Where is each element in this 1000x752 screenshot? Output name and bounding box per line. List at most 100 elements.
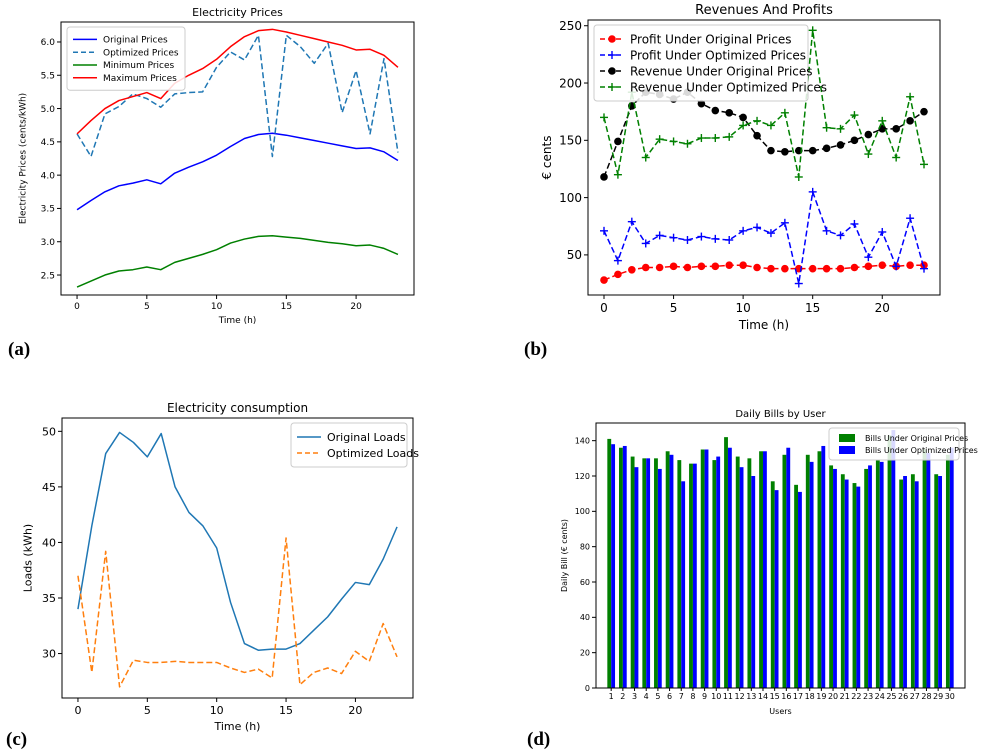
data-point <box>906 117 914 125</box>
data-point <box>683 139 692 148</box>
y-tick-label: 2.5 <box>41 271 55 281</box>
y-tick-label: 35 <box>42 592 56 605</box>
bar <box>879 461 884 688</box>
bar <box>657 468 662 688</box>
x-tick-label: 11 <box>723 692 733 701</box>
bar <box>611 444 616 688</box>
y-tick-label: 0 <box>585 684 590 693</box>
data-point <box>655 135 664 144</box>
data-point <box>766 229 775 238</box>
x-tick-label: 30 <box>945 692 955 701</box>
bar <box>914 481 919 688</box>
data-point <box>780 218 789 227</box>
y-tick-label: 120 <box>575 472 590 481</box>
x-tick-label: 25 <box>886 692 896 701</box>
x-tick-label: 24 <box>875 692 885 701</box>
data-point <box>836 124 845 133</box>
y-tick-label: 5.5 <box>41 72 55 82</box>
data-point <box>711 106 720 115</box>
data-point <box>753 116 762 125</box>
data-point <box>697 134 706 143</box>
y-tick-label: 60 <box>580 578 590 587</box>
bar <box>868 465 872 688</box>
series-line <box>603 29 925 178</box>
y-tick-label: 6.0 <box>41 38 56 48</box>
legend-label: Revenue Under Optimized Prices <box>630 80 827 94</box>
data-point <box>920 160 928 169</box>
x-tick-label: 21 <box>840 692 850 701</box>
series-line <box>76 34 399 158</box>
legend-label: Profit Under Optimized Prices <box>630 48 806 62</box>
y-tick-label: 20 <box>580 649 590 658</box>
bar <box>844 479 849 688</box>
data-point <box>711 134 720 143</box>
data-point <box>753 223 762 232</box>
y-tick-label: 140 <box>575 437 590 446</box>
legend-swatch <box>839 434 855 442</box>
data-point <box>697 232 706 241</box>
data-point <box>725 236 734 244</box>
y-tick-label: 100 <box>575 507 590 516</box>
bar <box>712 460 717 688</box>
x-tick-label: 4 <box>644 692 649 701</box>
x-tick-label: 20 <box>348 704 362 717</box>
x-tick-label: 0 <box>600 301 608 315</box>
data-point <box>669 233 678 242</box>
bar <box>829 465 834 688</box>
data-point <box>739 226 748 235</box>
plot-frame <box>61 417 414 699</box>
bar <box>926 453 931 688</box>
x-tick-label: 14 <box>758 692 768 701</box>
data-point <box>613 170 622 179</box>
data-point <box>739 113 747 122</box>
chart-title: Revenues And Profits <box>695 3 833 18</box>
x-tick-label: 20 <box>350 302 362 312</box>
bar <box>747 458 752 688</box>
y-tick-label: 3.5 <box>41 205 55 215</box>
legend-marker <box>608 67 616 75</box>
data-point <box>711 234 720 243</box>
legend: Profit Under Original Prices Profit Under… <box>593 24 827 102</box>
bar <box>677 460 682 688</box>
bar <box>910 474 915 688</box>
bar <box>938 476 942 688</box>
panel-letter-a: (a) <box>8 339 30 360</box>
x-tick-label: 16 <box>781 692 791 701</box>
y-tick-label: 30 <box>42 648 56 661</box>
data-point <box>906 92 915 101</box>
legend-box <box>290 422 408 468</box>
x-tick-label: 23 <box>863 692 873 701</box>
data-point <box>864 150 873 159</box>
data-point <box>780 108 789 117</box>
x-tick-label: 5 <box>144 704 151 717</box>
data-point <box>600 113 608 122</box>
y-axis-label: Loads (kWh) <box>22 524 35 592</box>
x-tick-label: 10 <box>211 302 223 312</box>
legend-label: Optimized Loads <box>327 447 419 460</box>
legend-box <box>66 26 186 91</box>
x-tick-label: 20 <box>875 301 890 315</box>
series-line <box>77 431 398 651</box>
x-tick-label: 18 <box>805 692 815 701</box>
x-axis-label: Time (h) <box>214 720 261 733</box>
x-tick-label: 28 <box>921 692 931 701</box>
x-tick-label: 29 <box>933 692 943 701</box>
bar <box>634 467 639 688</box>
chart-title: Electricity Prices <box>192 6 283 19</box>
bar <box>786 447 791 688</box>
data-point <box>808 26 817 35</box>
bar <box>704 449 709 688</box>
x-tick-label: 10 <box>210 704 224 717</box>
bar <box>716 456 721 688</box>
chart-title: Electricity consumption <box>167 401 308 415</box>
data-point <box>614 137 622 146</box>
legend-label: Bills Under Original Prices <box>865 434 968 443</box>
bar <box>689 463 693 688</box>
bar <box>864 468 869 688</box>
bar <box>770 481 775 688</box>
bar <box>727 447 732 688</box>
plot-frame <box>60 21 415 296</box>
y-tick-label: 80 <box>580 543 590 552</box>
